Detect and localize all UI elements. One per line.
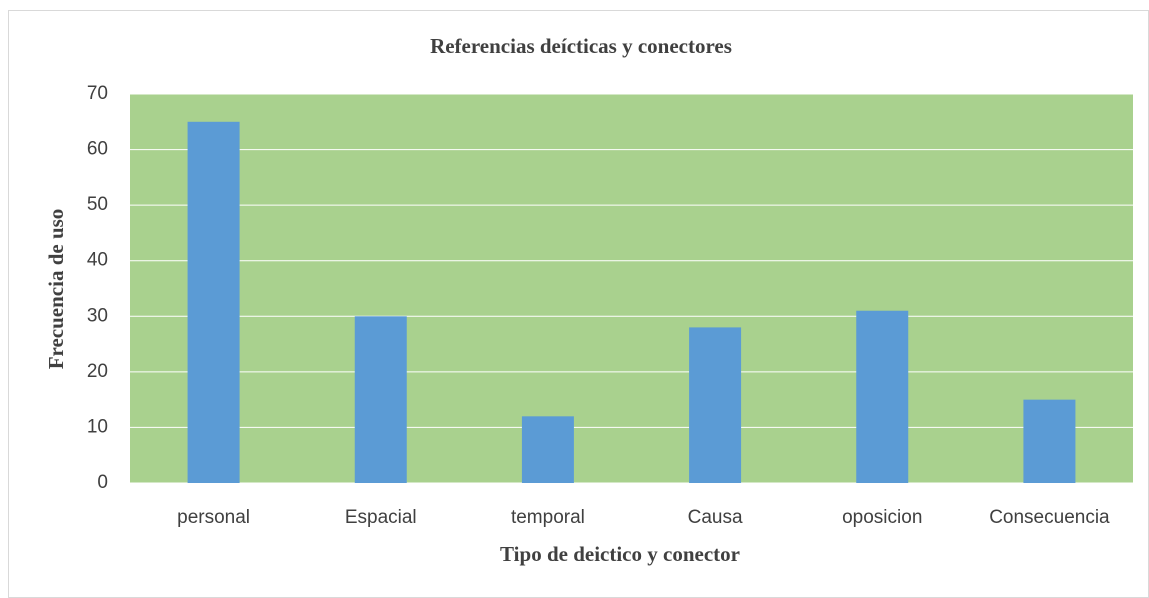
bar [856, 310, 909, 483]
y-tick-label: 40 [87, 250, 108, 271]
y-tick-label: 60 [87, 139, 108, 160]
bar [1023, 399, 1076, 483]
x-tick-label: oposicion [842, 507, 922, 528]
x-tick-label: temporal [511, 507, 585, 528]
x-tick-label: personal [177, 507, 250, 528]
chart-title: Referencias deícticas y conectores [430, 34, 732, 58]
plot-area [130, 94, 1133, 483]
x-tick-label: Espacial [345, 507, 417, 528]
bar [354, 316, 407, 483]
y-tick-label: 20 [87, 361, 108, 382]
y-tick-label: 30 [87, 305, 108, 326]
y-tick-label: 10 [87, 416, 108, 437]
bar [689, 327, 742, 483]
bar [187, 121, 240, 484]
x-axis-label: Tipo de deictico y conector [500, 542, 740, 566]
bar [521, 416, 574, 483]
y-tick-label: 70 [87, 83, 108, 104]
x-tick-label: Causa [688, 507, 743, 528]
y-axis-label: Frecuencia de uso [44, 209, 68, 370]
y-tick-label: 0 [97, 472, 108, 493]
y-tick-label: 50 [87, 194, 108, 215]
x-tick-label: Consecuencia [989, 507, 1110, 528]
